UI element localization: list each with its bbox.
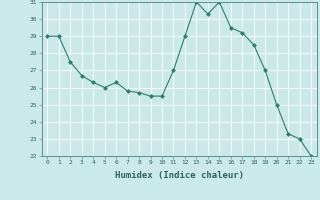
X-axis label: Humidex (Indice chaleur): Humidex (Indice chaleur): [115, 171, 244, 180]
